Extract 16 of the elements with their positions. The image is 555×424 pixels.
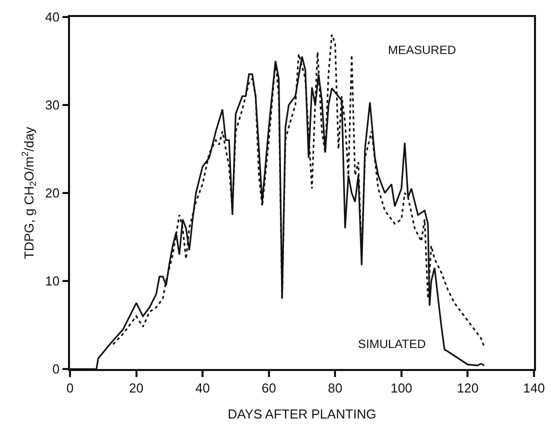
x-tick-label: 0 <box>66 380 74 396</box>
x-tick-label: 20 <box>129 380 144 396</box>
x-tick-label: 80 <box>328 380 342 396</box>
x-tick-label: 60 <box>262 380 276 396</box>
y-tick-label: 30 <box>45 98 60 113</box>
annotation: MEASURED <box>388 43 456 57</box>
annotation: SIMULATED <box>358 337 426 351</box>
x-tick-label: 40 <box>195 380 210 396</box>
x-tick-label: 120 <box>456 380 479 396</box>
x-tick-label: 100 <box>390 380 412 396</box>
x-axis-title: DAYS AFTER PLANTING <box>228 406 376 422</box>
y-tick-label: 10 <box>45 274 60 289</box>
x-tick-label: 140 <box>523 380 545 396</box>
y-tick-label: 20 <box>45 186 60 201</box>
y-tick-label: 40 <box>45 10 60 25</box>
y-tick-label: 0 <box>52 362 60 377</box>
